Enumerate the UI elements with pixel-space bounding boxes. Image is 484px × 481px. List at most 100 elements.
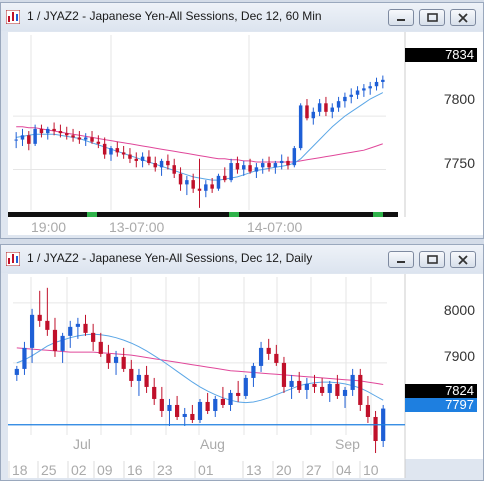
price-tick-label: 7750 [444,155,475,171]
candle-body [289,380,294,387]
price-tick-label: 7800 [444,91,475,107]
candle-body [281,362,287,387]
candle-body [335,383,340,396]
minimize-button[interactable] [388,9,414,26]
candle [115,141,120,157]
candle-body [22,347,27,369]
restore-button[interactable] [419,9,445,26]
candle [83,314,88,336]
candle [374,77,379,91]
candle-body [52,128,56,132]
candle-body [71,135,75,138]
date-tick-label: 20 [276,462,292,478]
candle-body [39,128,44,134]
candle [289,374,294,399]
candle-body [140,156,145,161]
candle [52,317,58,357]
last-price-box [405,48,477,62]
candle [251,362,256,387]
price-chart[interactable]: 7834 7800 7750 19:00 13-07:00 14-07:00 [1,3,483,238]
candle-body [235,163,240,170]
candle [58,124,63,138]
restore-button[interactable] [419,251,445,268]
close-button[interactable] [450,9,476,26]
candle-body [330,107,335,112]
candle [20,128,25,146]
candle [14,132,18,149]
candle [298,103,303,151]
date-tick-label: 02 [71,462,87,478]
candle-body [266,347,271,354]
session-marker [229,212,239,217]
candle-body [185,180,189,185]
session-marker [373,212,383,217]
candle-body [46,128,50,134]
candle-body [220,398,225,405]
candle-body [128,154,132,159]
candle [45,287,50,336]
candle [297,371,302,393]
candle-body [381,79,385,82]
candle [33,124,37,146]
candle-body [147,156,151,164]
candle [152,377,157,405]
candle [355,86,360,100]
candle [96,135,101,149]
candle-body [77,137,82,140]
candle-body [274,353,279,363]
candle-body [324,103,328,112]
candle-body [223,175,227,181]
candle-body [320,386,325,393]
candle [342,386,348,408]
minimize-button[interactable] [388,251,414,268]
candle-body [228,392,233,405]
candle-body [58,131,63,134]
candle [286,156,290,170]
month-label: Sep [335,436,360,452]
candle-body [166,160,170,166]
candle [191,173,195,193]
title-bar[interactable]: 1 / JYAZ2 - Japanese Yen-All Sessions, D… [1,3,483,31]
candle-body [37,314,42,321]
month-label: Aug [200,436,225,452]
candle-body [342,389,348,396]
candle-body [172,165,176,174]
candle-body [373,416,378,442]
candle-body [98,341,103,354]
window-title: 1 / JYAZ2 - Japanese Yen-All Sessions, D… [27,251,313,265]
last-price-label: 7834 [445,47,474,62]
candle-body [45,320,50,330]
candle-body [336,101,341,108]
candle [311,107,316,125]
title-bar[interactable]: 1 / JYAZ2 - Japanese Yen-All Sessions, D… [1,245,483,273]
price-chart[interactable]: 7824 7797 8000 7900 Jul Aug Sep 18 25 02 09… [1,245,483,480]
candle-body [204,184,208,191]
candle-body [167,404,172,411]
candle-body [90,137,94,142]
last-price-box [405,384,477,398]
candle [317,99,322,117]
candle [358,368,363,411]
candle-body [52,329,58,351]
candle [281,356,287,393]
candle [182,407,187,426]
candle [22,341,27,375]
candle [167,398,172,426]
candle [147,150,151,166]
candle [153,156,157,172]
hline-price-box [405,398,477,412]
candle [39,124,44,138]
date-tick-label: 16 [127,462,143,478]
close-button[interactable] [450,251,476,268]
candle [243,374,248,399]
candle [140,152,145,168]
candle [254,163,259,178]
session-marker [87,212,97,217]
price-tick-label: 8000 [444,302,475,318]
month-label: Jul [73,436,91,452]
candle-body [175,404,180,417]
candle [27,131,31,151]
candle-body [365,404,371,417]
candle [90,131,94,144]
window-title: 1 / JYAZ2 - Japanese Yen-All Sessions, D… [27,9,322,23]
